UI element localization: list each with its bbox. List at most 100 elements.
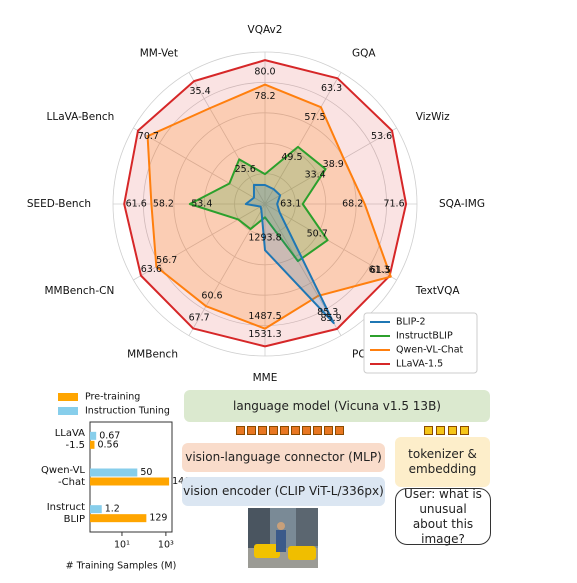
value-label: 61.6	[126, 199, 147, 210]
legend-label: BLIP-2	[396, 317, 426, 328]
value-label: 0.67	[99, 430, 120, 441]
value-label: 67.7	[189, 313, 210, 324]
text-token	[448, 426, 457, 435]
text-token	[436, 426, 445, 435]
value-label: 63.1	[280, 199, 301, 210]
value-label: 60.6	[201, 290, 222, 301]
visual-token	[247, 426, 256, 435]
bar	[90, 468, 138, 477]
value-label: 61.5	[370, 265, 391, 276]
legend-label: InstructBLIP	[396, 331, 453, 342]
series-area	[244, 183, 335, 325]
axis-label: VizWiz	[416, 111, 450, 123]
connector-box: vision-language connector (MLP)	[182, 443, 385, 472]
grid-spoke	[133, 203, 266, 281]
axis-label: SQA-IMG	[439, 198, 485, 210]
value-label: 50	[140, 467, 152, 478]
visual-token	[335, 426, 344, 435]
visual-token	[269, 426, 278, 435]
grid-spoke	[133, 127, 266, 205]
tokenizer-label: tokenizer & embedding	[408, 447, 477, 476]
radar-chart: VQAv2GQAVizWizSQA-IMGTextVQAPOPEMMEMMBen…	[27, 24, 485, 384]
value-label: 56.7	[156, 255, 177, 266]
input-image	[248, 508, 318, 568]
grid-spoke	[264, 72, 342, 205]
y-tick-label: Qwen-VL -Chat	[41, 465, 85, 488]
value-label: 70.7	[138, 131, 159, 142]
y-tick-label: LLaVA -1.5	[54, 428, 85, 452]
y-tick-label: Instruct BLIP	[46, 501, 85, 525]
visual-token	[291, 426, 300, 435]
bar	[90, 505, 102, 514]
bar	[90, 440, 95, 449]
value-label: 1.2	[105, 504, 120, 515]
axis-label: MMBench	[127, 349, 178, 361]
value-label: 63.6	[141, 264, 162, 275]
value-label: 50.7	[307, 229, 328, 240]
value-label: 129	[149, 513, 167, 524]
series-area	[146, 83, 392, 330]
visual-token	[313, 426, 322, 435]
bar-chart: Pre-training Instruction Tuning 10¹ 10³ # Tr…	[58, 392, 190, 572]
x-axis-label: # Training Samples (M)	[66, 561, 177, 572]
text-token	[460, 426, 469, 435]
axis-label: MMBench-CN	[44, 285, 114, 297]
language-model-label: language model (Vicuna v1.5 13B)	[233, 398, 441, 413]
value-label: 68.2	[342, 199, 363, 210]
value-label: 85.3	[317, 307, 338, 318]
bar	[90, 514, 147, 523]
user-prompt-label: User: what is unusual about this image?	[404, 486, 482, 546]
value-label: 1487.5	[248, 311, 281, 322]
value-label: 49.5	[281, 152, 302, 163]
plot-frame	[89, 421, 173, 533]
bar	[90, 431, 97, 440]
legend-frame	[363, 312, 478, 374]
grid-spoke	[188, 72, 266, 205]
value-label: 71.6	[383, 199, 404, 210]
value-label: 80.0	[254, 67, 275, 78]
axis-label: MME	[253, 372, 278, 384]
grid-spoke	[264, 127, 397, 205]
value-label: 85.9	[321, 313, 342, 324]
value-label: 57.5	[304, 112, 325, 123]
value-label: 35.4	[189, 86, 210, 97]
grid-spoke	[188, 203, 266, 336]
legend: BLIP-2 InstructBLIP Qwen-VL-Chat LLaVA-1.5	[363, 312, 478, 374]
connector-label: vision-language connector (MLP)	[185, 450, 382, 464]
value-label: 38.9	[323, 159, 344, 170]
x-tick-label: 10³	[158, 540, 174, 551]
encoder-box: vision encoder (CLIP ViT-L/336px)	[182, 477, 385, 506]
visual-token	[302, 426, 311, 435]
value-label: 53.4	[191, 199, 212, 210]
legend-label: Instruction Tuning	[85, 406, 170, 417]
bar	[90, 477, 170, 486]
axis-label: TextVQA	[415, 285, 461, 297]
grid-spoke	[264, 203, 397, 281]
text-token	[424, 426, 433, 435]
visual-token	[280, 426, 289, 435]
axis-label: MM-Vet	[140, 47, 178, 59]
visual-token	[324, 426, 333, 435]
value-label: 53.6	[371, 131, 392, 142]
encoder-label: vision encoder (CLIP ViT-L/336px)	[183, 484, 384, 498]
value-label: 78.2	[254, 91, 275, 102]
tokenizer-box: tokenizer & embedding	[395, 437, 490, 487]
value-label: 1400	[172, 476, 190, 487]
axis-label: LLaVA-Bench	[47, 111, 115, 123]
visual-token	[236, 426, 245, 435]
user-prompt-box: User: what is unusual about this image?	[395, 486, 491, 546]
value-label: 1531.3	[248, 329, 281, 340]
legend-label: LLaVA-1.5	[396, 359, 443, 370]
value-label: 1293.8	[248, 233, 281, 244]
axis-label: VQAv2	[248, 24, 283, 36]
legend-label: Pre-training	[85, 392, 140, 403]
language-model-box: language model (Vicuna v1.5 13B)	[184, 390, 490, 422]
value-label: 63.3	[321, 83, 342, 94]
value-label: 33.4	[305, 170, 326, 181]
series-area	[188, 145, 329, 263]
x-tick-label: 10¹	[114, 540, 130, 551]
value-label: 61.3	[369, 264, 390, 275]
axis-label: GQA	[352, 47, 376, 59]
value-label: 25.6	[235, 164, 256, 175]
